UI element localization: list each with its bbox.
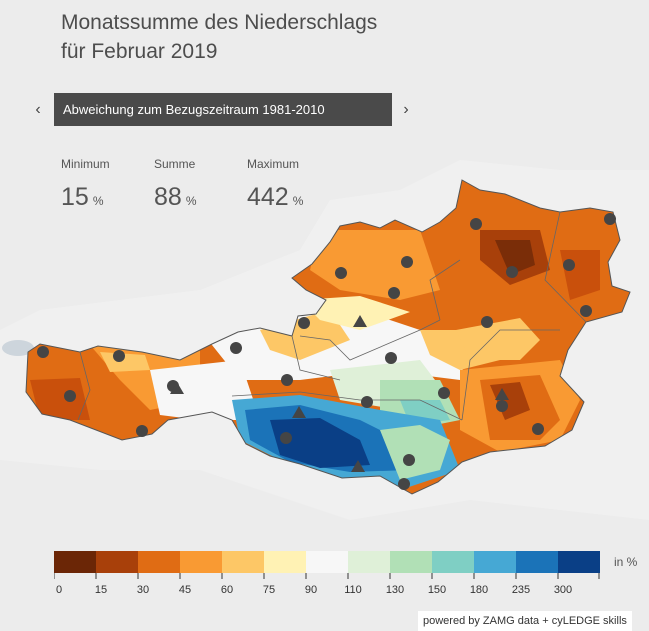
legend-tick-label: 30 [136, 584, 150, 596]
color-legend [54, 551, 600, 579]
legend-swatch [516, 551, 558, 573]
legend-swatch [306, 551, 348, 573]
stat-value: 15 [61, 183, 89, 211]
legend-tick-label: 130 [385, 584, 405, 596]
legend-tick-label: 75 [262, 584, 276, 596]
previous-chevron-icon[interactable]: ‹ [35, 101, 41, 118]
legend-tick-label: 300 [553, 584, 573, 596]
credit-text: powered by ZAMG data + cyLEDGE skills [418, 611, 632, 631]
legend-swatch [390, 551, 432, 573]
legend-tick-label: 60 [220, 584, 234, 596]
stat-label: Summe [154, 157, 196, 171]
stat-maximum: Maximum 442% [247, 157, 303, 212]
stat-unit: % [185, 194, 197, 208]
stat-sum: Summe 88% [154, 157, 196, 212]
legend-tick-label: 90 [304, 584, 318, 596]
legend-tick-label: 0 [55, 584, 63, 596]
legend-swatch [222, 551, 264, 573]
legend-unit: in % [614, 555, 638, 569]
layer-selector[interactable]: Abweichung zum Bezugszeitraum 1981-2010 [54, 93, 392, 126]
legend-tick-label: 235 [511, 584, 531, 596]
legend-swatch [558, 551, 600, 573]
legend-tick-label: 15 [94, 584, 108, 596]
stat-minimum: Minimum 15% [61, 157, 110, 212]
legend-swatch [180, 551, 222, 573]
legend-swatch [432, 551, 474, 573]
title-line-2: für Februar 2019 [61, 40, 218, 63]
legend-swatch [264, 551, 306, 573]
legend-swatch [348, 551, 390, 573]
legend-tick-label: 180 [469, 584, 489, 596]
legend-tick-label: 110 [344, 584, 362, 596]
legend-swatch [138, 551, 180, 573]
stat-label: Minimum [61, 157, 110, 171]
title-line-1: Monatssumme des Niederschlags [61, 11, 378, 34]
stat-value: 442 [247, 183, 289, 211]
legend-tick-label: 150 [427, 584, 447, 596]
legend-swatch [96, 551, 138, 573]
legend-swatch [474, 551, 516, 573]
stat-label: Maximum [247, 157, 300, 171]
stat-value: 88 [154, 183, 182, 211]
page-title: Monatssumme des Niederschlags für Februa… [61, 8, 377, 66]
legend-swatch [54, 551, 96, 573]
stat-unit: % [292, 194, 304, 208]
legend-tick-label: 45 [178, 584, 192, 596]
stat-unit: % [92, 194, 104, 208]
next-chevron-icon[interactable]: › [403, 101, 409, 118]
